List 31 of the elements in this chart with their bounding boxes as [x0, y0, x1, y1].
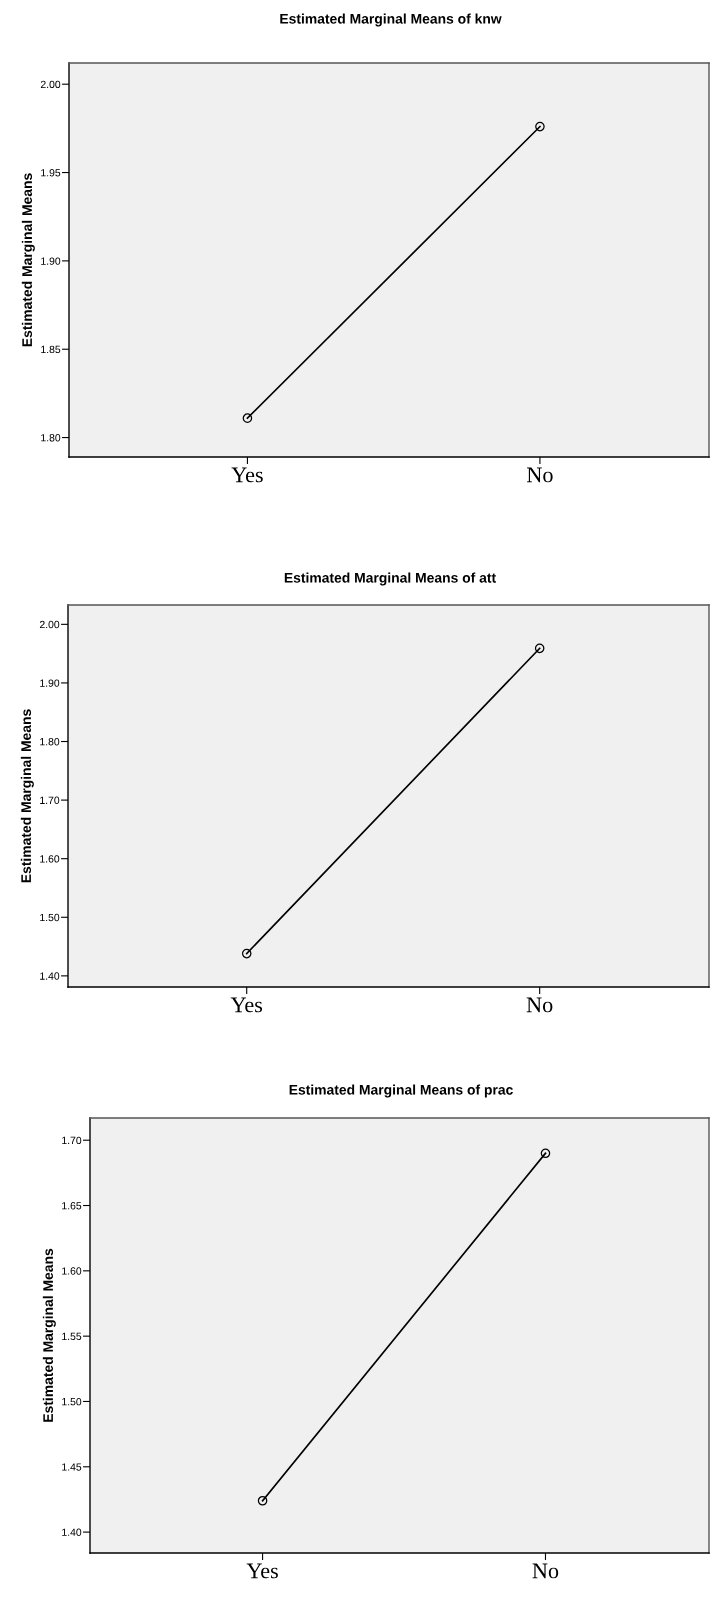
y-tick-label: 1.65	[62, 1202, 82, 1210]
y-axis-title: Estimated Marginal Means	[21, 173, 35, 347]
y-tick-label: 1.80	[41, 434, 61, 442]
y-tick-label: 1.55	[62, 1332, 82, 1341]
y-tick-label: 1.80	[40, 738, 60, 746]
y-tick-label: 1.60	[62, 1267, 82, 1275]
y-axis-title: Estimated Marginal Means	[20, 709, 34, 883]
y-tick-label: 2.00	[39, 620, 60, 629]
x-tick-label: No	[532, 1563, 559, 1579]
y-tick-label: 1.85	[41, 345, 61, 354]
chart-title: Estimated Marginal Means of knw	[280, 13, 502, 27]
x-tick-label: No	[526, 467, 553, 483]
y-axis-title: Estimated Marginal Means	[42, 1248, 56, 1422]
x-tick-label: Yes	[231, 467, 263, 483]
y-tick-label: 1.40	[62, 1528, 82, 1536]
y-tick-label: 1.50	[62, 1397, 82, 1406]
y-tick-label: 1.95	[41, 169, 61, 177]
y-tick-label: 1.45	[62, 1463, 82, 1471]
y-tick-label: 1.70	[62, 1136, 82, 1145]
y-tick-label: 1.50	[40, 913, 60, 922]
y-tick-label: 1.60	[40, 855, 60, 863]
y-tick-label: 1.90	[40, 679, 60, 687]
chart-title: Estimated Marginal Means of att	[284, 572, 496, 586]
x-tick-label: Yes	[230, 997, 263, 1013]
y-tick-label: 1.40	[40, 972, 60, 980]
y-tick-label: 1.70	[40, 796, 60, 804]
x-tick-label: Yes	[246, 1563, 278, 1579]
chart-title: Estimated Marginal Means of prac	[289, 1084, 513, 1098]
x-tick-label: No	[526, 997, 553, 1013]
y-tick-label: 2.00	[40, 80, 61, 89]
y-tick-label: 1.90	[41, 257, 61, 265]
